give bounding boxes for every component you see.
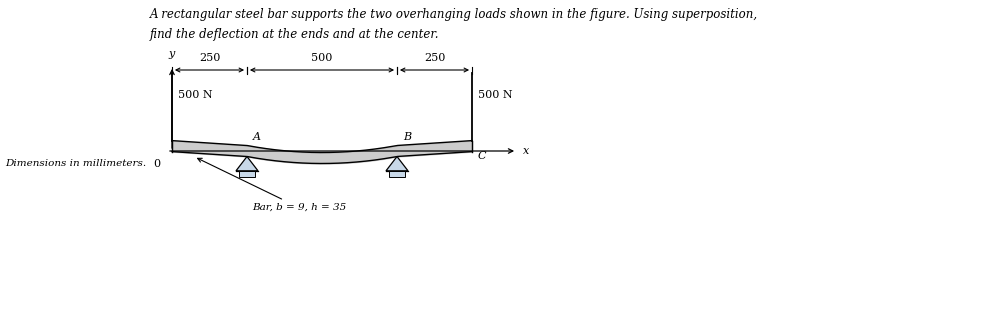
Text: x: x [523,146,530,156]
Text: 500 N: 500 N [178,90,212,100]
Text: C: C [478,151,486,161]
Text: find the deflection at the ends and at the center.: find the deflection at the ends and at t… [150,28,440,41]
Text: Bar, b = 9, h = 35: Bar, b = 9, h = 35 [198,158,346,212]
Bar [239,171,255,177]
Text: 500: 500 [311,53,333,63]
Polygon shape [236,156,258,171]
Text: 500 N: 500 N [478,90,513,100]
Text: B: B [403,131,411,141]
Bar [389,171,405,177]
Text: Dimensions in millimeters.: Dimensions in millimeters. [5,159,146,169]
Text: 0: 0 [153,159,161,169]
Text: A rectangular steel bar supports the two overhanging loads shown in the figure. : A rectangular steel bar supports the two… [150,8,758,21]
Polygon shape [386,156,408,171]
Text: y: y [169,49,175,59]
Text: A: A [253,131,261,141]
Text: 250: 250 [424,53,446,63]
Text: 250: 250 [199,53,220,63]
